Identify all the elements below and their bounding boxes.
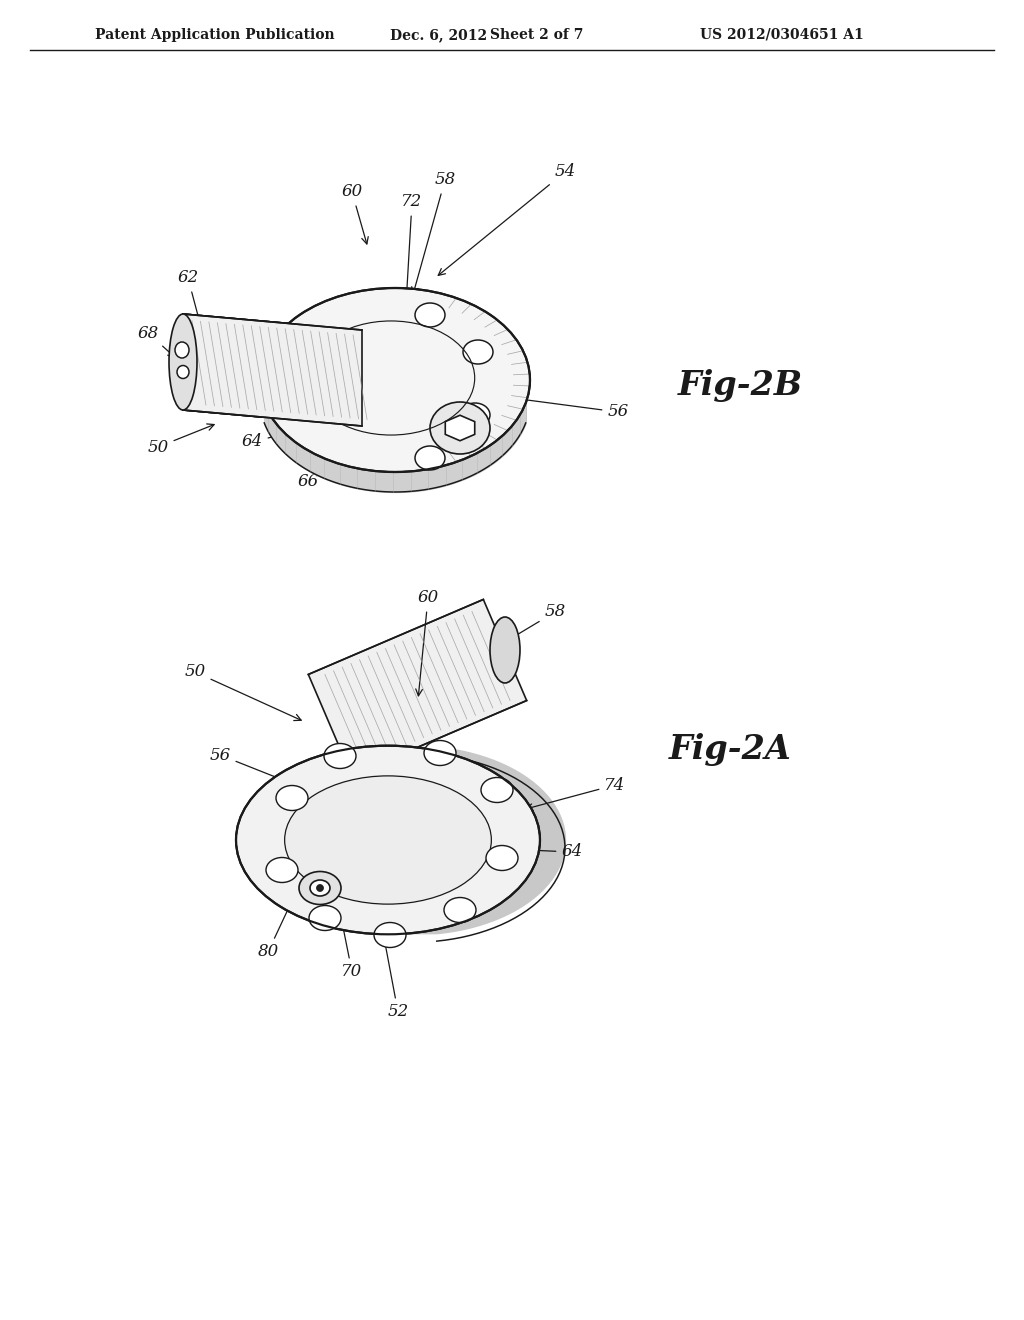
Polygon shape [183, 314, 362, 426]
Ellipse shape [460, 403, 490, 426]
Ellipse shape [424, 741, 456, 766]
Ellipse shape [481, 777, 513, 803]
Text: 66: 66 [297, 458, 367, 491]
Ellipse shape [374, 923, 406, 948]
Ellipse shape [276, 785, 308, 810]
Ellipse shape [260, 288, 530, 473]
Ellipse shape [285, 776, 492, 904]
Text: 68: 68 [137, 325, 175, 358]
Ellipse shape [266, 858, 298, 883]
Text: 50: 50 [147, 424, 214, 455]
Text: Patent Application Publication: Patent Application Publication [95, 28, 335, 42]
Ellipse shape [430, 403, 490, 454]
Ellipse shape [463, 341, 493, 364]
Text: 56: 56 [516, 396, 629, 421]
Circle shape [316, 884, 324, 891]
Text: Fig-2A: Fig-2A [669, 734, 792, 767]
Text: 60: 60 [341, 183, 369, 244]
Ellipse shape [236, 746, 540, 935]
Text: 62: 62 [177, 269, 206, 338]
Text: 64: 64 [486, 843, 583, 861]
Ellipse shape [310, 880, 330, 896]
Text: 70: 70 [337, 906, 362, 981]
Ellipse shape [415, 304, 445, 327]
Ellipse shape [444, 898, 476, 923]
Text: 52: 52 [381, 931, 409, 1020]
Polygon shape [183, 314, 362, 426]
Polygon shape [308, 599, 526, 776]
Text: 50: 50 [184, 664, 301, 721]
Text: Sheet 2 of 7: Sheet 2 of 7 [490, 28, 584, 42]
Text: 58: 58 [499, 603, 565, 645]
Ellipse shape [415, 446, 445, 470]
Text: US 2012/0304651 A1: US 2012/0304651 A1 [700, 28, 864, 42]
Ellipse shape [299, 871, 341, 904]
Ellipse shape [175, 342, 189, 358]
Text: 80: 80 [257, 892, 296, 961]
Ellipse shape [490, 616, 520, 682]
Polygon shape [445, 416, 475, 441]
Ellipse shape [486, 846, 518, 870]
Text: 54: 54 [438, 164, 575, 276]
Ellipse shape [324, 743, 356, 768]
Text: 72: 72 [401, 194, 423, 318]
Text: 64: 64 [242, 428, 304, 450]
Text: 60: 60 [416, 590, 438, 696]
Ellipse shape [169, 314, 197, 411]
Text: Fig-2B: Fig-2B [678, 368, 803, 401]
Text: 56: 56 [209, 747, 284, 781]
Text: Dec. 6, 2012: Dec. 6, 2012 [390, 28, 487, 42]
Text: 74: 74 [526, 776, 626, 810]
Ellipse shape [177, 366, 189, 379]
Ellipse shape [309, 906, 341, 931]
Text: 58: 58 [412, 172, 456, 294]
Text: 62: 62 [449, 887, 499, 911]
